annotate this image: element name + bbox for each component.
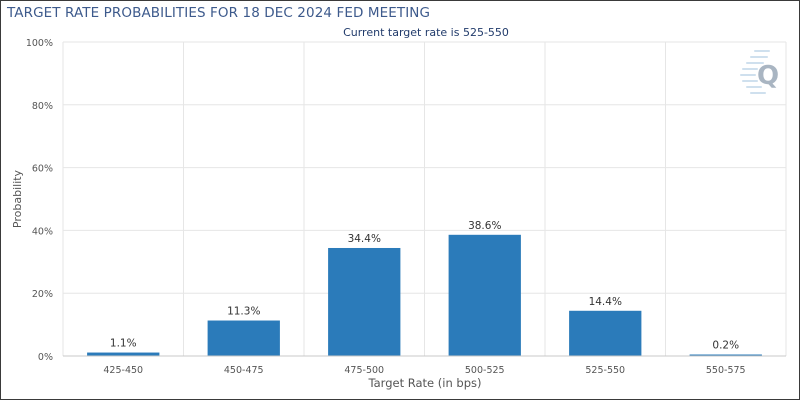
y-tick-label: 80% xyxy=(32,101,53,112)
data-label: 1.1% xyxy=(110,338,137,350)
data-label: 34.4% xyxy=(348,233,381,245)
data-label: 11.3% xyxy=(227,306,260,318)
bar-525-550[interactable] xyxy=(569,310,642,356)
bar-500-525[interactable] xyxy=(448,234,521,356)
x-tick-label: 550-575 xyxy=(706,365,746,376)
bar-450-475[interactable] xyxy=(207,320,280,356)
y-tick-label: 60% xyxy=(32,164,53,175)
x-axis-title: Target Rate (in bps) xyxy=(368,376,482,390)
data-label: 0.2% xyxy=(712,340,739,352)
y-tick-label: 40% xyxy=(32,226,53,237)
chart-title: TARGET RATE PROBABILITIES FOR 18 DEC 202… xyxy=(7,5,431,21)
x-tick-label: 450-475 xyxy=(224,365,264,376)
bar-475-500[interactable] xyxy=(328,247,401,356)
y-tick-label: 100% xyxy=(26,38,53,49)
y-axis-title: Probability xyxy=(11,169,24,228)
bar-550-575[interactable] xyxy=(689,354,762,357)
data-label-layer: 1.1% 11.3% 34.4% 38.6% 14.4% 0.2% xyxy=(110,220,739,352)
y-tick-label: 20% xyxy=(32,289,53,300)
quikstrike-q-logo-icon: Q xyxy=(740,50,779,94)
x-tick-label: 425-450 xyxy=(103,365,143,376)
data-label: 14.4% xyxy=(589,296,622,308)
x-axis: 425-450 450-475 475-500 500-525 525-550 550-5… xyxy=(63,355,786,376)
y-tick-label: 0% xyxy=(38,352,53,363)
x-tick-label: 475-500 xyxy=(344,365,384,376)
bar-425-450[interactable] xyxy=(87,352,160,356)
y-axis: 0% 20% 40% 60% 80% 100% xyxy=(26,38,53,363)
bar-layer xyxy=(87,234,762,357)
data-label: 38.6% xyxy=(468,220,501,232)
grid-layer xyxy=(62,41,787,357)
x-tick-label: 500-525 xyxy=(465,365,505,376)
logo-letter: Q xyxy=(757,61,779,91)
chart-subtitle: Current target rate is 525-550 xyxy=(343,26,509,39)
x-tick-label: 525-550 xyxy=(585,365,625,376)
